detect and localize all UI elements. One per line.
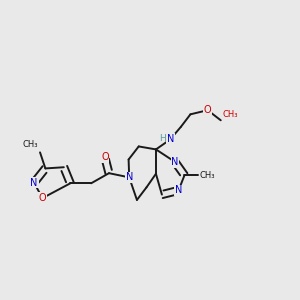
Text: N: N — [125, 172, 133, 182]
Text: O: O — [204, 105, 212, 115]
Text: N: N — [30, 178, 38, 188]
Text: CH₃: CH₃ — [22, 140, 38, 149]
Text: O: O — [101, 152, 109, 162]
Text: CH₃: CH₃ — [222, 110, 238, 119]
Text: O: O — [39, 193, 46, 203]
Text: N: N — [171, 157, 179, 167]
Text: N: N — [175, 185, 182, 195]
Text: N: N — [167, 134, 175, 144]
Text: CH₃: CH₃ — [199, 171, 214, 180]
Text: H: H — [159, 134, 166, 143]
